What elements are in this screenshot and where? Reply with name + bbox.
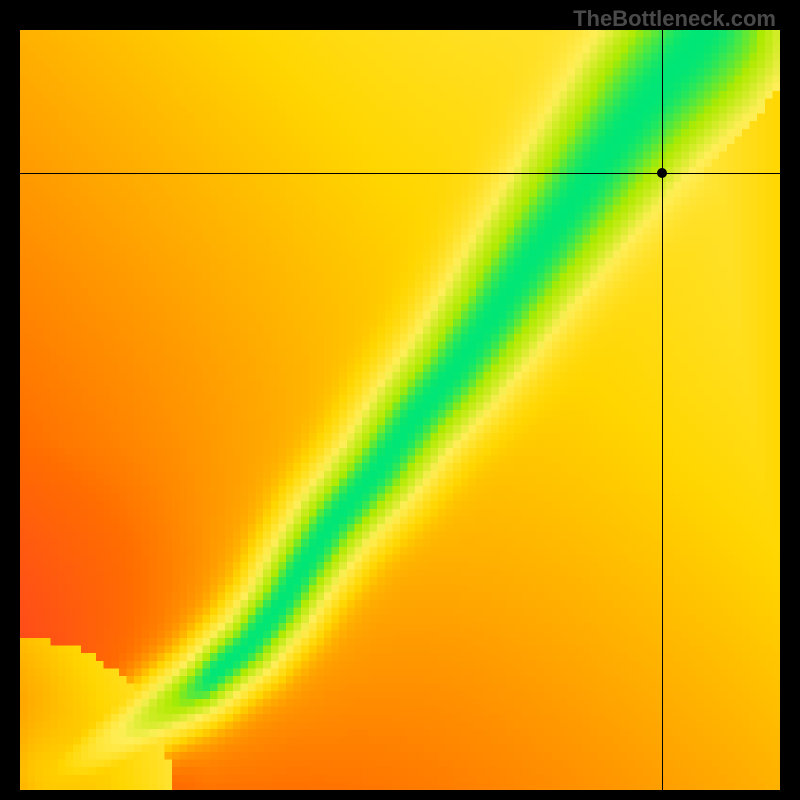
crosshair-vertical xyxy=(662,30,663,790)
crosshair-marker xyxy=(657,168,667,178)
heatmap-canvas xyxy=(20,30,780,790)
plot-area xyxy=(20,30,780,790)
chart-container: TheBottleneck.com xyxy=(0,0,800,800)
watermark-text: TheBottleneck.com xyxy=(573,6,776,32)
